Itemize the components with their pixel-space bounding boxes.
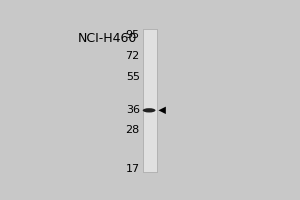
Text: 95: 95: [126, 30, 140, 40]
Ellipse shape: [143, 108, 155, 112]
Text: NCI-H460: NCI-H460: [78, 32, 137, 45]
Text: 17: 17: [126, 164, 140, 174]
Text: 72: 72: [126, 51, 140, 61]
Text: 55: 55: [126, 72, 140, 82]
Polygon shape: [158, 107, 166, 114]
Text: 28: 28: [126, 125, 140, 135]
Text: 36: 36: [126, 105, 140, 115]
Bar: [143, 29, 157, 172]
